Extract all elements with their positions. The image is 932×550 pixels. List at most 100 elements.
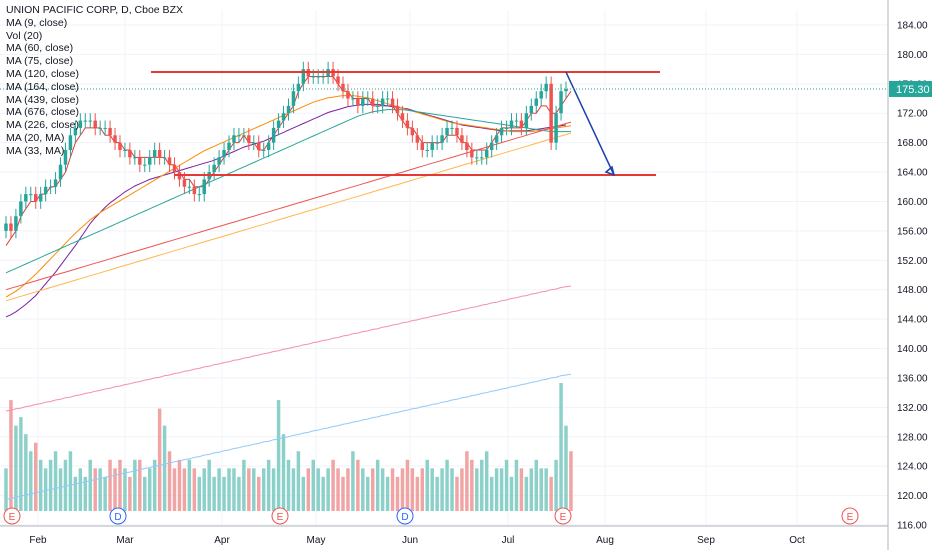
candle-body [63,150,68,165]
candle-body [351,98,355,100]
ma-line [5,109,571,274]
candle-body [19,201,23,217]
candle-body [266,142,271,150]
volume-bar [276,400,281,511]
volume-bar [356,459,360,511]
candle-body [88,120,92,122]
candle-body [83,120,88,122]
volume-bar [316,468,320,511]
volume-bar [63,459,68,511]
volume-bar [420,468,425,511]
volume-bar [123,468,127,511]
y-tick-label: 120.00 [897,491,928,502]
candle-body [291,91,296,106]
candle-body [385,98,390,100]
volume-bar [34,442,38,511]
candle-body [58,164,63,180]
volume-bar [494,468,499,511]
volume-bar [58,468,63,511]
volume-bar [38,459,43,511]
candle-body [73,127,78,136]
volume-bar [157,408,162,511]
earnings-marker [271,507,289,525]
volume-bar [291,468,296,511]
candle-body [247,135,251,143]
earnings-marker [554,507,572,525]
volume-bar [162,425,167,511]
volume-bar [341,476,345,511]
volume-bar [83,476,88,511]
ma-line [5,285,572,412]
y-tick-label: 180.00 [897,50,928,61]
volume-bar [43,468,48,511]
candle-body [34,194,38,202]
candle-body [93,120,97,128]
candle-body [286,105,291,114]
x-tick-label: Oct [789,535,805,546]
volume-bar [187,459,192,511]
candle-body [321,76,325,78]
candle-body [43,186,48,195]
volume-bar [266,459,271,511]
candle-body [152,150,157,158]
candle-body [123,150,127,151]
y-tick-label: 168.00 [897,138,928,149]
candle-body [192,186,197,195]
dividend-marker [109,507,127,525]
candle-body [346,91,350,99]
event-marker-label: D [401,512,408,523]
volume-bar [554,459,558,511]
candle-body [143,164,147,166]
volume-bar [93,468,97,511]
x-tick-label: Apr [214,535,230,546]
drawing-layer [0,71,888,177]
volume-bar [529,468,534,511]
candle-body [133,157,137,159]
volume-bar [410,468,415,511]
candle-body [14,216,18,231]
volume-bar [445,459,449,511]
candle-body [549,83,553,143]
volume-bar [569,451,573,511]
candle-body [276,120,281,128]
candle-body [450,127,454,129]
candle-body [375,105,380,107]
candle-body [29,194,33,196]
y-tick-label: 148.00 [897,285,928,296]
x-tick-label: May [307,535,326,546]
candle-body [197,194,202,196]
candle-body [341,83,345,92]
candle-body [227,142,231,150]
candle-body [68,135,73,150]
volume-bar [351,451,355,511]
legend-item: MA (164, close) [6,80,79,93]
candle-body [9,223,13,231]
legend-item: MA (33, MA) [6,144,65,157]
candle-body [430,142,434,150]
candle-body [465,142,469,150]
volume-bar [182,468,187,511]
volume-bar [390,468,395,511]
volume-bar [455,476,459,511]
volume-bar [460,468,464,511]
candle-body [316,76,320,78]
candle-body [187,186,192,188]
candle-body [564,88,568,92]
volume-bar [549,476,553,511]
candle-body [103,127,107,129]
candle-body [222,150,226,158]
earnings-marker [841,507,859,525]
candle-body [252,142,256,144]
candle-body [370,98,375,106]
projection-arrowhead [604,165,616,177]
candle-body [440,135,444,143]
volume-bar [470,459,474,511]
candle-body [261,150,266,151]
volume-bar [504,459,509,511]
candle-body [455,127,459,136]
volume-bar [24,434,28,511]
candle-body [559,91,563,114]
